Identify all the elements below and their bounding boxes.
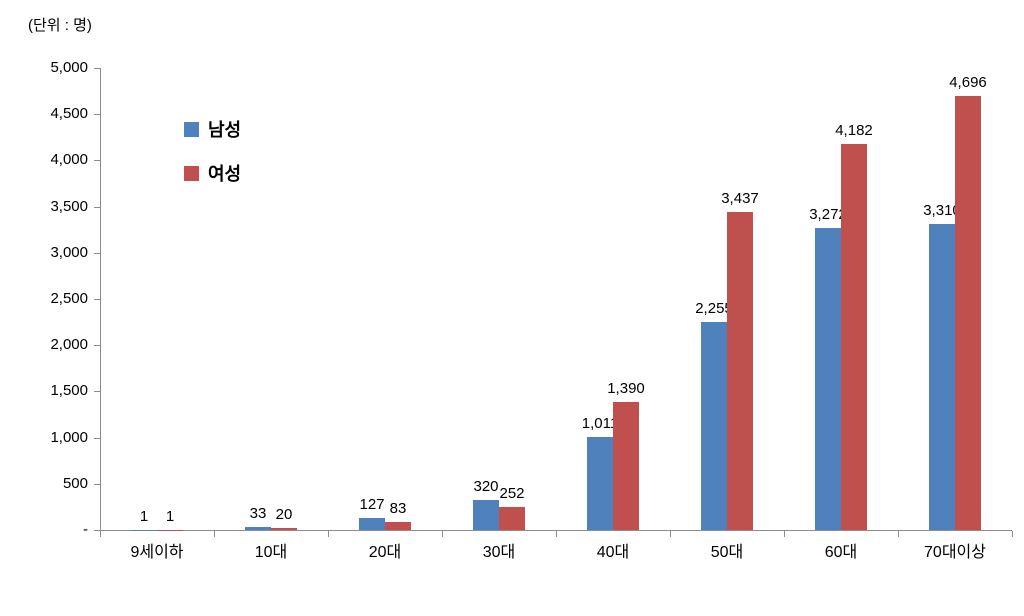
legend-entry-0: 남성	[184, 116, 241, 142]
y-axis-tick-label: 500	[62, 474, 88, 492]
bar-value-label: 252	[499, 484, 525, 502]
y-axis-tick-label: 1,500	[50, 382, 88, 400]
x-axis-tick	[1012, 531, 1013, 537]
legend-swatch-icon	[184, 165, 199, 181]
bar-value-label: 4,182	[835, 121, 873, 139]
bar-value-label: 83	[389, 500, 407, 518]
y-axis-tick	[94, 160, 100, 162]
x-axis-category-label: 20대	[368, 544, 402, 561]
y-axis-tick	[94, 252, 100, 254]
bar-value-label: 4,696	[949, 74, 987, 92]
bar-series-0-cat-3	[473, 500, 499, 530]
bar-value-label: 20	[275, 506, 293, 524]
x-axis-tick	[442, 531, 443, 537]
legend-label: 여성	[208, 164, 242, 184]
bar-series-1-cat-4	[613, 401, 639, 530]
y-axis-tick	[94, 391, 100, 393]
y-axis-tick	[94, 299, 100, 300]
x-axis-category-label: 9세이하	[130, 544, 184, 561]
bar-value-label: 3,310	[923, 202, 961, 220]
y-axis-tick-label: 4,500	[50, 105, 88, 123]
bar-series-1-cat-6	[841, 143, 867, 530]
legend-swatch-icon	[184, 121, 199, 137]
x-axis-tick	[898, 531, 899, 537]
x-axis-category-label: 60대	[824, 544, 858, 561]
bar-value-label: 2,255	[695, 299, 733, 317]
y-axis-tick-label: 2,500	[50, 290, 88, 307]
bar-series-1-cat-5	[727, 212, 753, 530]
bar-series-1-cat-1	[271, 528, 297, 530]
bar-series-1-cat-2	[385, 522, 411, 530]
x-axis-category-label: 10대	[254, 544, 288, 561]
x-axis-category-label: 70대이상	[924, 544, 986, 561]
y-axis-line	[100, 68, 101, 530]
x-axis-tick	[214, 531, 215, 537]
x-axis-tick	[328, 531, 329, 537]
y-axis-tick	[94, 68, 100, 69]
bar-series-1-cat-7	[955, 96, 981, 530]
bar-series-0-cat-2	[359, 518, 385, 530]
bar-value-label: 320	[473, 478, 499, 496]
legend-label: 남성	[208, 120, 242, 140]
y-axis-tick	[94, 483, 100, 485]
bar-value-label: 1,390	[607, 379, 645, 397]
bar-value-label: 1	[165, 507, 175, 525]
x-axis-tick	[100, 531, 101, 537]
bar-value-label: 1	[139, 507, 149, 525]
y-axis-tick-label: 1,000	[50, 428, 88, 446]
y-axis-tick-label: 3,000	[50, 243, 88, 261]
x-axis-category-label: 30대	[482, 544, 516, 561]
bar-value-label: 3,437	[721, 190, 759, 208]
x-axis-tick	[556, 531, 557, 537]
unit-label: (단위 : 명)	[28, 17, 92, 34]
bar-value-label: 33	[249, 504, 267, 522]
bar-value-label: 127	[359, 496, 385, 514]
bar-series-1-cat-3	[499, 506, 525, 530]
bar-value-label: 3,272	[809, 205, 847, 223]
y-axis-tick	[94, 206, 100, 208]
x-axis-category-label: 50대	[710, 544, 744, 561]
bar-series-0-cat-4	[587, 436, 613, 530]
legend-entry-1: 여성	[184, 160, 241, 186]
bar-series-0-cat-6	[815, 227, 841, 530]
y-axis-tick-label: 3,500	[50, 197, 88, 215]
y-axis-tick-label: 5,000	[50, 59, 88, 76]
x-axis-category-label: 40대	[596, 544, 630, 561]
bar-series-0-cat-1	[245, 526, 271, 530]
bar-value-label: 1,011	[581, 414, 619, 432]
x-axis-line	[100, 530, 1012, 531]
bar-series-0-cat-5	[701, 321, 727, 530]
bar-series-0-cat-7	[929, 224, 955, 530]
y-axis-tick-label: 4,000	[50, 151, 88, 169]
x-axis-tick	[784, 531, 785, 537]
y-axis-tick-label: -	[83, 521, 88, 538]
y-axis-tick-label: 2,000	[50, 336, 88, 354]
y-axis-tick	[94, 530, 100, 531]
y-axis-tick	[94, 345, 100, 347]
x-axis-tick	[670, 531, 671, 537]
y-axis-tick	[94, 114, 100, 116]
y-axis-tick	[94, 437, 100, 439]
